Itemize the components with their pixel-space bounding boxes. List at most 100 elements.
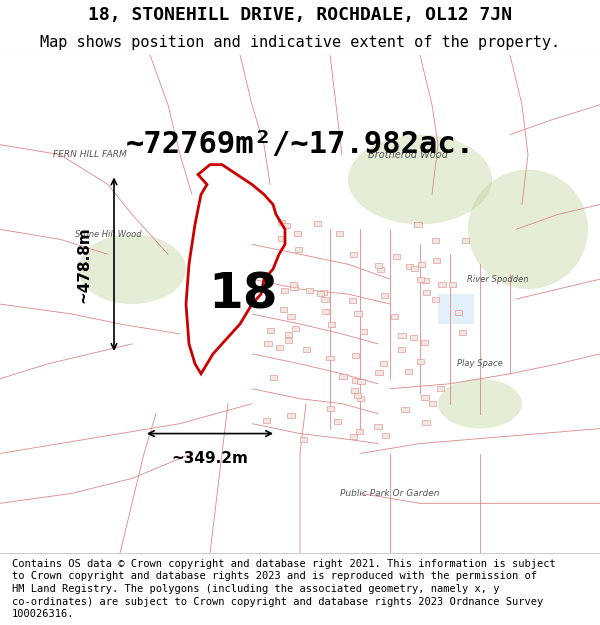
Bar [292,326,299,331]
Bar [267,328,274,332]
Bar [351,388,358,392]
Text: ~478.8m: ~478.8m [77,226,92,302]
Text: ~349.2m: ~349.2m [172,451,248,466]
Bar [380,361,387,366]
Bar [439,282,446,288]
Bar [455,311,462,316]
Ellipse shape [78,234,186,304]
Ellipse shape [438,379,522,429]
Bar [290,282,297,288]
Bar [352,378,359,382]
Bar [265,341,272,346]
Bar [280,307,287,312]
Text: Public Park Or Garden: Public Park Or Garden [340,489,440,498]
Bar [322,298,329,302]
Text: FERN HILL FARM: FERN HILL FARM [53,150,127,159]
Bar [300,437,307,442]
Bar [294,231,301,236]
Bar [423,289,430,294]
Text: ~72769m²/~17.982ac.: ~72769m²/~17.982ac. [125,130,475,159]
Bar [327,406,334,411]
Bar [405,369,412,374]
Bar [417,278,424,282]
Bar [429,401,436,406]
Ellipse shape [348,135,492,224]
Bar [422,420,430,425]
Bar [433,258,440,263]
Bar [305,288,313,293]
Bar [432,297,439,302]
Text: to Crown copyright and database rights 2023 and is reproduced with the permissio: to Crown copyright and database rights 2… [12,571,537,581]
Bar [340,374,347,379]
Bar [410,335,417,340]
Bar [398,333,406,338]
Bar [418,262,425,268]
Bar [352,353,359,358]
Bar [406,264,413,269]
Bar [354,393,361,398]
Bar [410,266,418,271]
Bar [382,434,389,438]
Text: HM Land Registry. The polygons (including the associated geometry, namely x, y: HM Land Registry. The polygons (includin… [12,584,499,594]
Bar [303,347,310,352]
Bar [349,298,356,303]
Bar [281,288,288,293]
Bar [398,348,405,352]
Bar [320,290,327,295]
Bar [290,286,298,291]
Bar [377,267,384,272]
Bar [391,314,398,319]
Bar [393,254,400,259]
Bar [360,329,367,334]
Bar [380,293,388,298]
Bar [336,231,343,236]
Bar [328,322,335,327]
Text: Contains OS data © Crown copyright and database right 2021. This information is : Contains OS data © Crown copyright and d… [12,559,556,569]
Bar [376,371,383,376]
Bar [334,419,341,424]
Text: co-ordinates) are subject to Crown copyright and database rights 2023 Ordnance S: co-ordinates) are subject to Crown copyr… [12,597,543,607]
Bar [278,236,286,241]
Bar [401,408,409,412]
Text: Brotherod Wood: Brotherod Wood [368,149,448,159]
Bar [326,356,334,361]
Bar [375,263,382,268]
Bar [287,314,295,319]
Bar [431,238,439,242]
Bar [449,282,456,287]
Text: Map shows position and indicative extent of the property.: Map shows position and indicative extent… [40,36,560,51]
Text: Stone Hill Wood: Stone Hill Wood [74,230,142,239]
Bar [422,278,429,283]
Text: 100026316.: 100026316. [12,609,74,619]
Bar [355,311,362,316]
Text: 18, STONEHILL DRIVE, ROCHDALE, OL12 7JN: 18, STONEHILL DRIVE, ROCHDALE, OL12 7JN [88,6,512,24]
Bar [356,429,363,434]
Bar [283,223,290,228]
Bar [285,332,292,337]
Bar [421,395,428,400]
Bar [287,413,295,418]
Bar [356,396,364,401]
Bar [285,338,292,342]
Bar [276,346,283,351]
Bar [437,386,445,391]
Bar [350,252,357,257]
Bar [322,309,329,314]
Bar [270,376,277,381]
Bar [438,294,474,324]
Bar [417,359,424,364]
Bar [314,221,321,226]
Bar [317,291,324,296]
Bar [350,434,358,439]
Bar [263,418,270,423]
Bar [421,340,428,345]
Bar [278,220,285,225]
Bar [374,424,382,429]
Text: River Spodden: River Spodden [467,274,529,284]
Text: 18: 18 [208,270,278,318]
Bar [459,331,466,336]
Bar [295,246,302,251]
Bar [462,238,469,243]
Text: Play Space: Play Space [457,359,503,368]
Ellipse shape [468,169,588,289]
